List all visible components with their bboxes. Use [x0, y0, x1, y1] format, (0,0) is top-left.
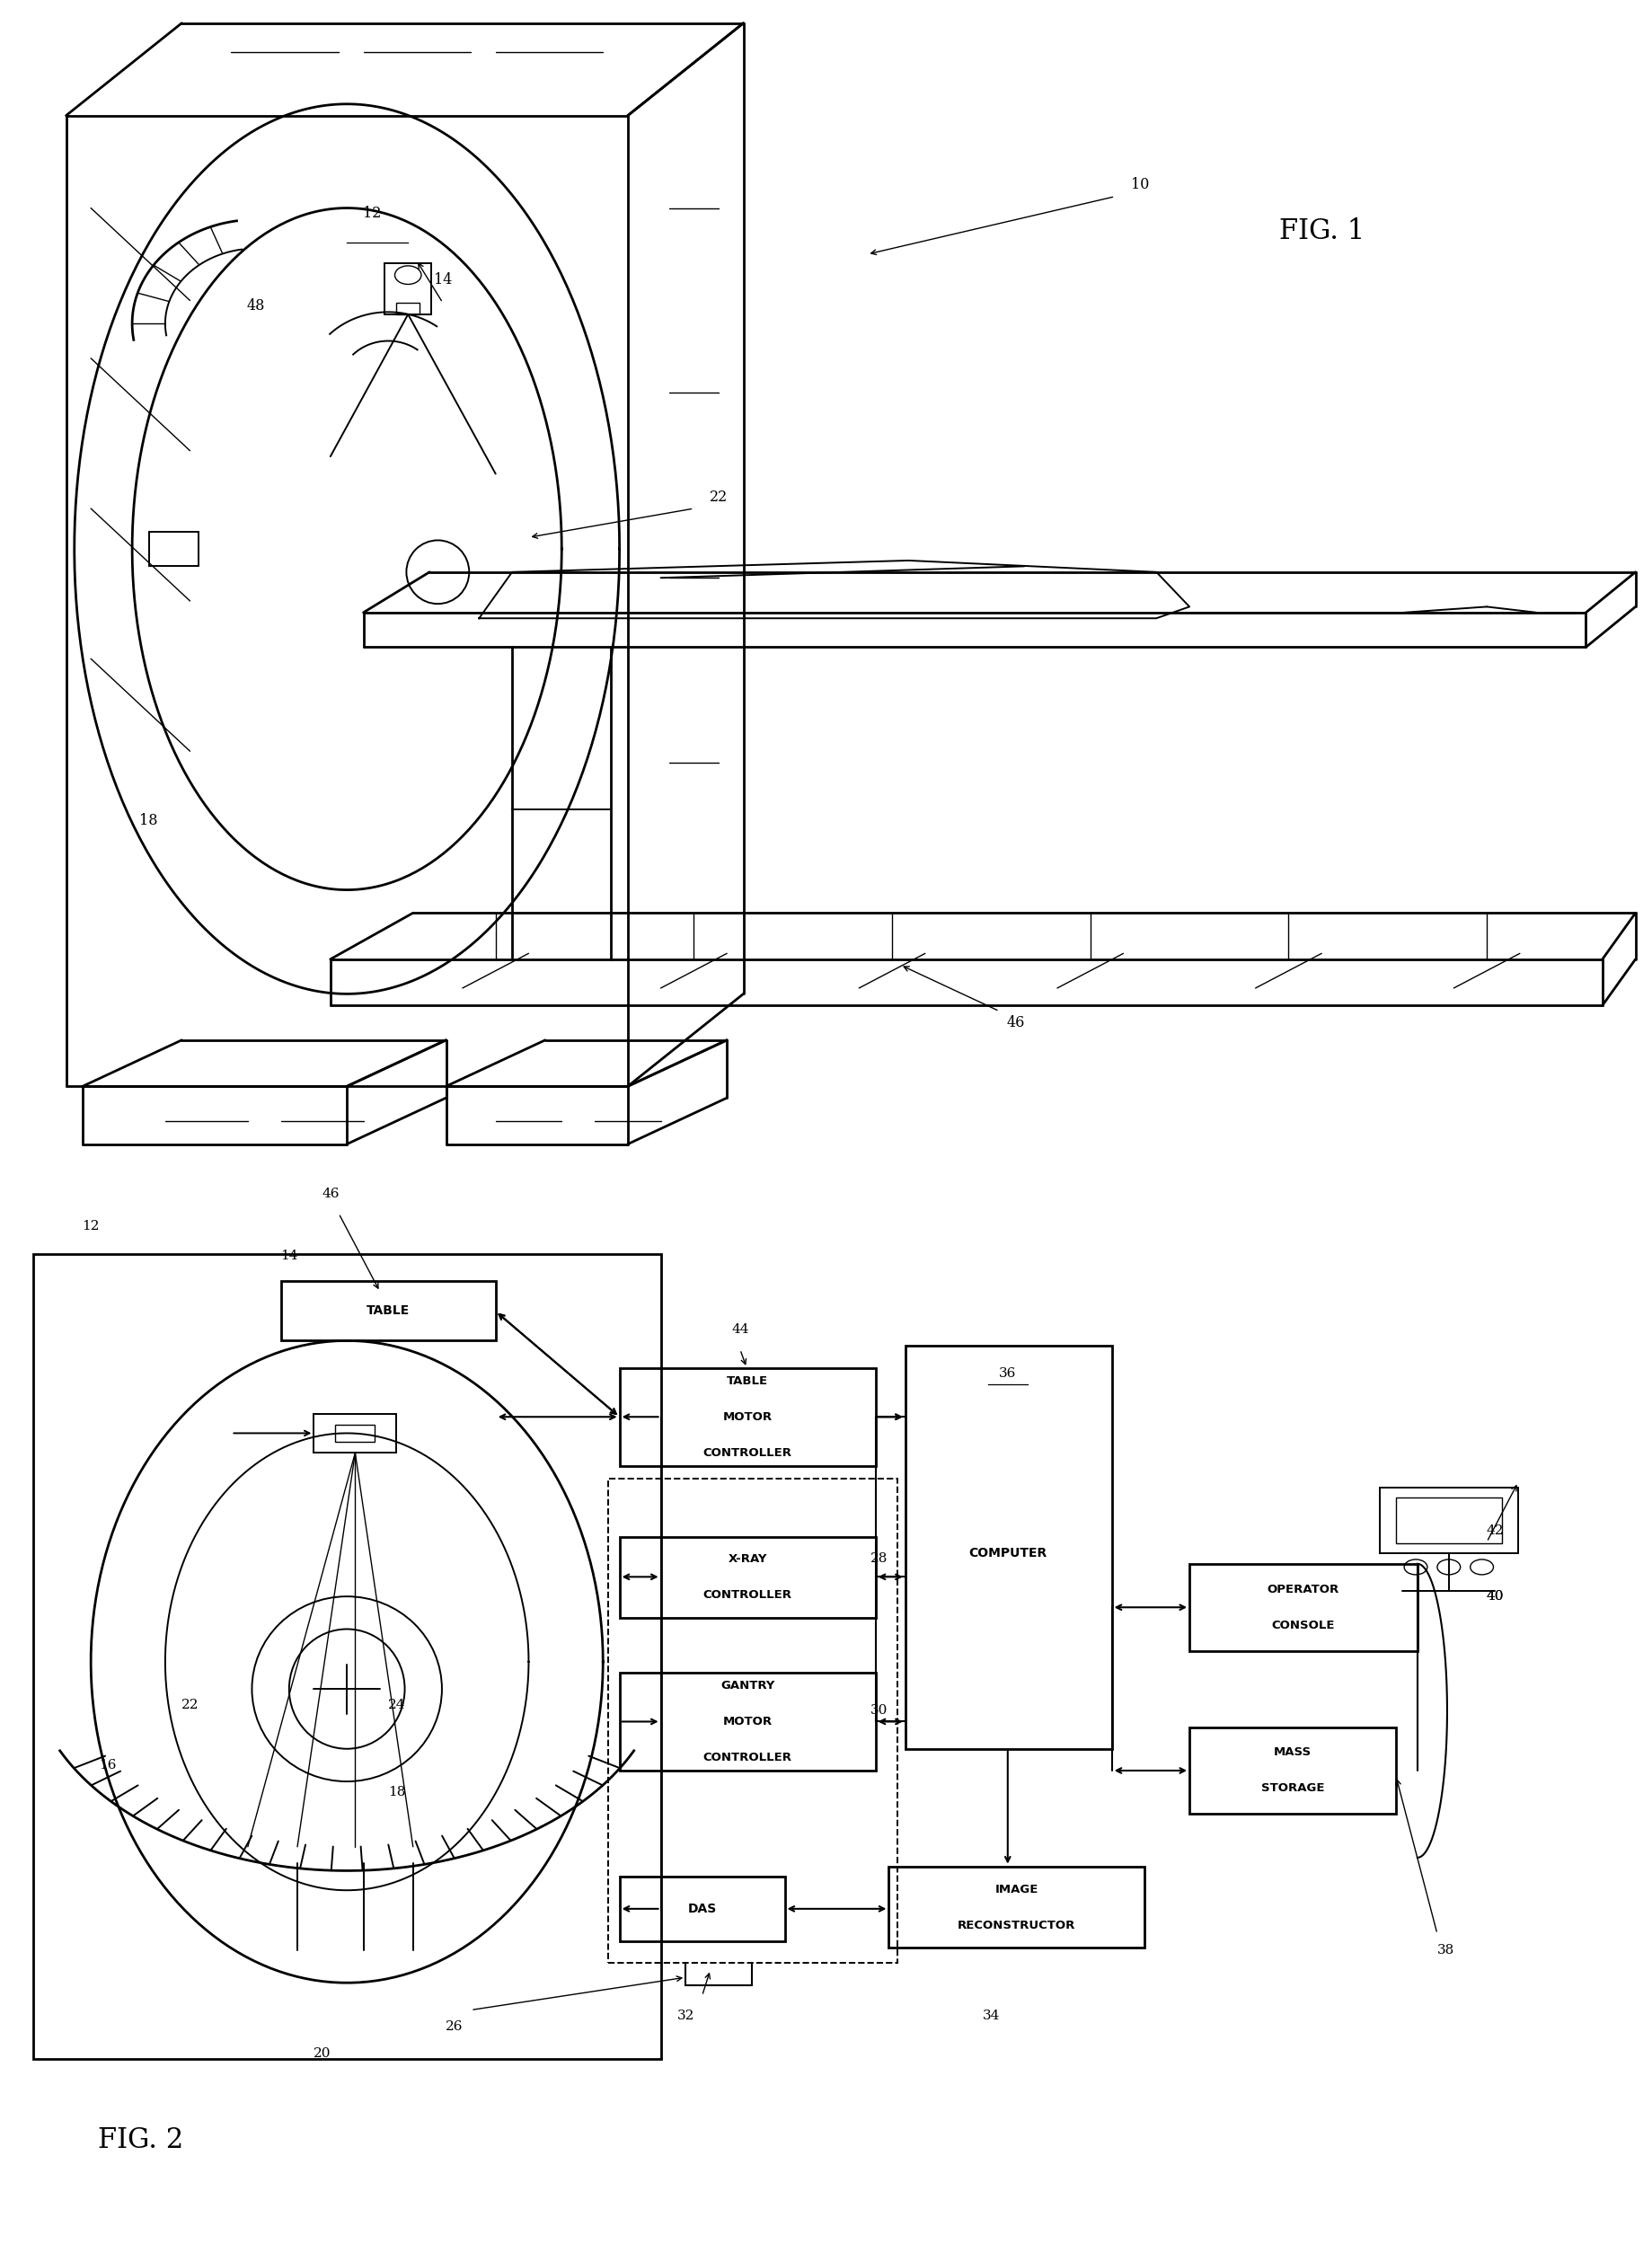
Text: 14: 14 [433, 272, 453, 287]
Text: 40: 40 [1487, 1591, 1503, 1602]
Text: 18: 18 [388, 1786, 405, 1800]
Bar [1189, 1728, 1396, 1813]
Text: 22: 22 [709, 489, 729, 505]
Text: 20: 20 [314, 2047, 330, 2060]
Text: MOTOR: MOTOR [724, 1411, 771, 1423]
Text: 24: 24 [388, 1699, 405, 1712]
Text: 36: 36 [999, 1367, 1016, 1380]
Text: 38: 38 [1437, 1943, 1454, 1957]
Text: 46: 46 [322, 1187, 339, 1201]
Bar [1379, 1488, 1518, 1553]
Text: TABLE: TABLE [727, 1376, 768, 1387]
Text: RECONSTRUCTOR: RECONSTRUCTOR [958, 1919, 1075, 1930]
Text: 32: 32 [677, 2008, 694, 2022]
Text: COMPUTER: COMPUTER [968, 1546, 1047, 1560]
Text: 18: 18 [139, 812, 159, 828]
Bar [1189, 1564, 1417, 1652]
Text: DAS: DAS [687, 1903, 717, 1914]
Text: 26: 26 [446, 2020, 463, 2033]
Text: CONTROLLER: CONTROLLER [704, 1753, 791, 1764]
Text: 28: 28 [871, 1553, 887, 1564]
Bar [620, 1369, 876, 1465]
Text: MASS: MASS [1274, 1746, 1312, 1759]
Bar [314, 1414, 396, 1452]
Text: TABLE: TABLE [367, 1304, 410, 1317]
Text: GANTRY: GANTRY [720, 1681, 775, 1692]
Text: 44: 44 [732, 1324, 748, 1335]
Text: 14: 14 [281, 1250, 297, 1261]
Bar [608, 1479, 897, 1964]
Text: OPERATOR: OPERATOR [1267, 1584, 1340, 1595]
Text: 30: 30 [871, 1705, 887, 1717]
Text: X-RAY: X-RAY [729, 1553, 767, 1566]
Bar [1396, 1497, 1502, 1544]
Text: 48: 48 [246, 298, 266, 314]
Text: FIG. 1: FIG. 1 [1279, 218, 1365, 245]
Bar [620, 1876, 785, 1941]
Bar [889, 1867, 1145, 1948]
Bar [620, 1672, 876, 1771]
Text: 42: 42 [1487, 1526, 1503, 1537]
Text: 34: 34 [983, 2008, 999, 2022]
Bar [335, 1425, 375, 1443]
Text: 12: 12 [83, 1221, 99, 1232]
Text: CONTROLLER: CONTROLLER [704, 1589, 791, 1602]
Text: STORAGE: STORAGE [1260, 1782, 1325, 1795]
Text: 46: 46 [1006, 1014, 1026, 1030]
Bar [281, 1281, 496, 1340]
Bar [620, 1537, 876, 1618]
Text: 40: 40 [1487, 1591, 1503, 1602]
Text: IMAGE: IMAGE [995, 1883, 1039, 1894]
Text: 10: 10 [1130, 177, 1150, 193]
Bar [905, 1346, 1112, 1748]
Text: 12: 12 [362, 206, 382, 222]
Text: 22: 22 [182, 1699, 198, 1712]
Text: MOTOR: MOTOR [724, 1717, 771, 1728]
Text: 16: 16 [99, 1759, 116, 1771]
Bar [33, 1254, 661, 2060]
Text: FIG. 2: FIG. 2 [97, 2127, 183, 2154]
Bar [385, 263, 431, 314]
Bar [396, 303, 420, 314]
Text: CONSOLE: CONSOLE [1272, 1620, 1335, 1631]
Text: CONTROLLER: CONTROLLER [704, 1447, 791, 1459]
